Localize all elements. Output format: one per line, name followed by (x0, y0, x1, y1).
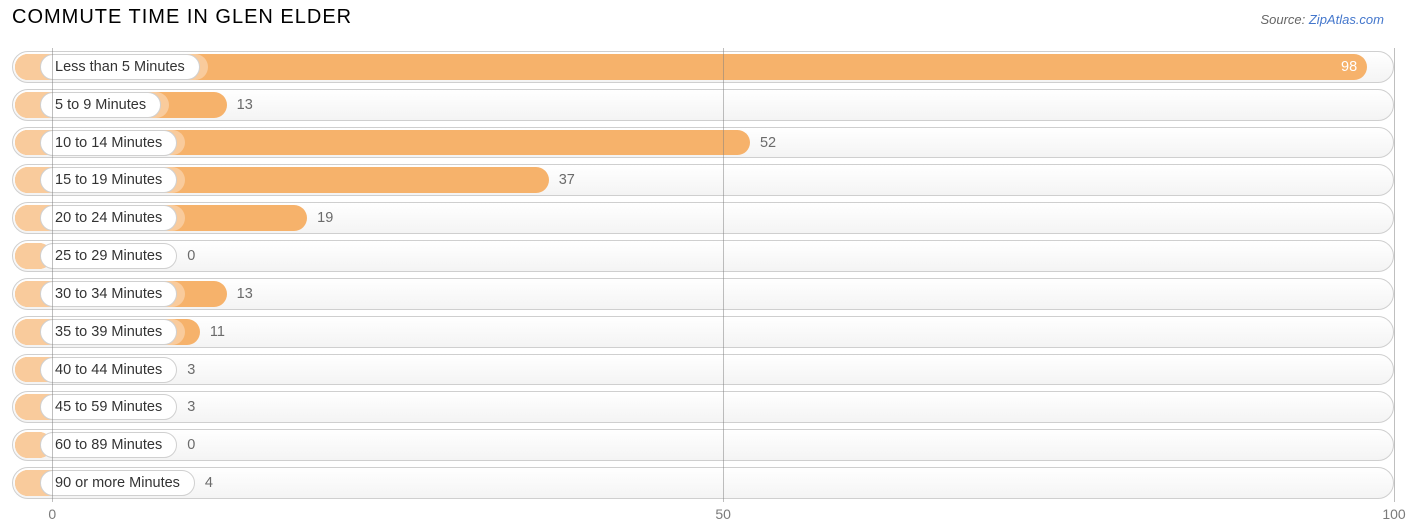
bar-value: 13 (237, 97, 253, 113)
x-tick-label: 50 (715, 506, 731, 522)
chart-title: Commute Time in Glen Elder (12, 6, 352, 29)
gridline (723, 48, 724, 502)
bar-value: 3 (187, 399, 195, 415)
bar-track (12, 429, 1394, 461)
bar-value: 13 (237, 286, 253, 302)
category-label: 60 to 89 Minutes (40, 432, 177, 458)
bar-track (12, 240, 1394, 272)
bar-fill (15, 54, 1367, 80)
category-label: 10 to 14 Minutes (40, 130, 177, 156)
category-label: 35 to 39 Minutes (40, 319, 177, 345)
source-label: Source: (1260, 12, 1308, 27)
category-label: 40 to 44 Minutes (40, 357, 177, 383)
bar-rows: Less than 5 Minutes 98 5 to 9 Minutes 13 10 … (12, 48, 1394, 502)
bar-value: 11 (210, 324, 225, 340)
bar-row: 20 to 24 Minutes 19 (12, 199, 1394, 237)
bar-track (12, 391, 1394, 423)
bar-value: 4 (205, 475, 213, 491)
bar-value: 0 (187, 248, 195, 264)
source-link: ZipAtlas.com (1309, 12, 1384, 27)
category-label: 15 to 19 Minutes (40, 167, 177, 193)
bar-value: 0 (187, 437, 195, 453)
x-tick-label: 0 (48, 506, 56, 522)
gridline (1394, 48, 1395, 502)
x-tick-label: 100 (1382, 506, 1405, 522)
bar-value: 3 (187, 362, 195, 378)
plot-area: Less than 5 Minutes 98 5 to 9 Minutes 13 10 … (12, 48, 1394, 502)
x-axis: 050100 (12, 502, 1394, 522)
category-label: 25 to 29 Minutes (40, 243, 177, 269)
bar-value-inside: 98 (1341, 59, 1357, 75)
category-label: Less than 5 Minutes (40, 54, 200, 80)
bar-value: 37 (559, 172, 575, 188)
bar-row: Less than 5 Minutes 98 (12, 48, 1394, 86)
bar-row: 25 to 29 Minutes 0 (12, 237, 1394, 275)
gridline (52, 48, 53, 502)
category-label: 30 to 34 Minutes (40, 281, 177, 307)
bar-row: 15 to 19 Minutes 37 (12, 161, 1394, 199)
source-citation: Source: ZipAtlas.com (1260, 12, 1384, 27)
bar-track (12, 354, 1394, 386)
category-label: 20 to 24 Minutes (40, 205, 177, 231)
bar-track (12, 467, 1394, 499)
bar-row: 10 to 14 Minutes 52 (12, 124, 1394, 162)
bar-value: 52 (760, 135, 776, 151)
bar-row: 5 to 9 Minutes 13 (12, 86, 1394, 124)
chart-container: Commute Time in Glen Elder Source: ZipAt… (0, 0, 1406, 524)
bar-row: 30 to 34 Minutes 13 (12, 275, 1394, 313)
bar-row: 90 or more Minutes 4 (12, 464, 1394, 502)
bar-row: 45 to 59 Minutes 3 (12, 388, 1394, 426)
bar-value: 19 (317, 210, 333, 226)
bar-row: 35 to 39 Minutes 11 (12, 313, 1394, 351)
category-label: 5 to 9 Minutes (40, 92, 161, 118)
bar-row: 40 to 44 Minutes 3 (12, 351, 1394, 389)
bar-row: 60 to 89 Minutes 0 (12, 426, 1394, 464)
category-label: 45 to 59 Minutes (40, 394, 177, 420)
category-label: 90 or more Minutes (40, 470, 195, 496)
